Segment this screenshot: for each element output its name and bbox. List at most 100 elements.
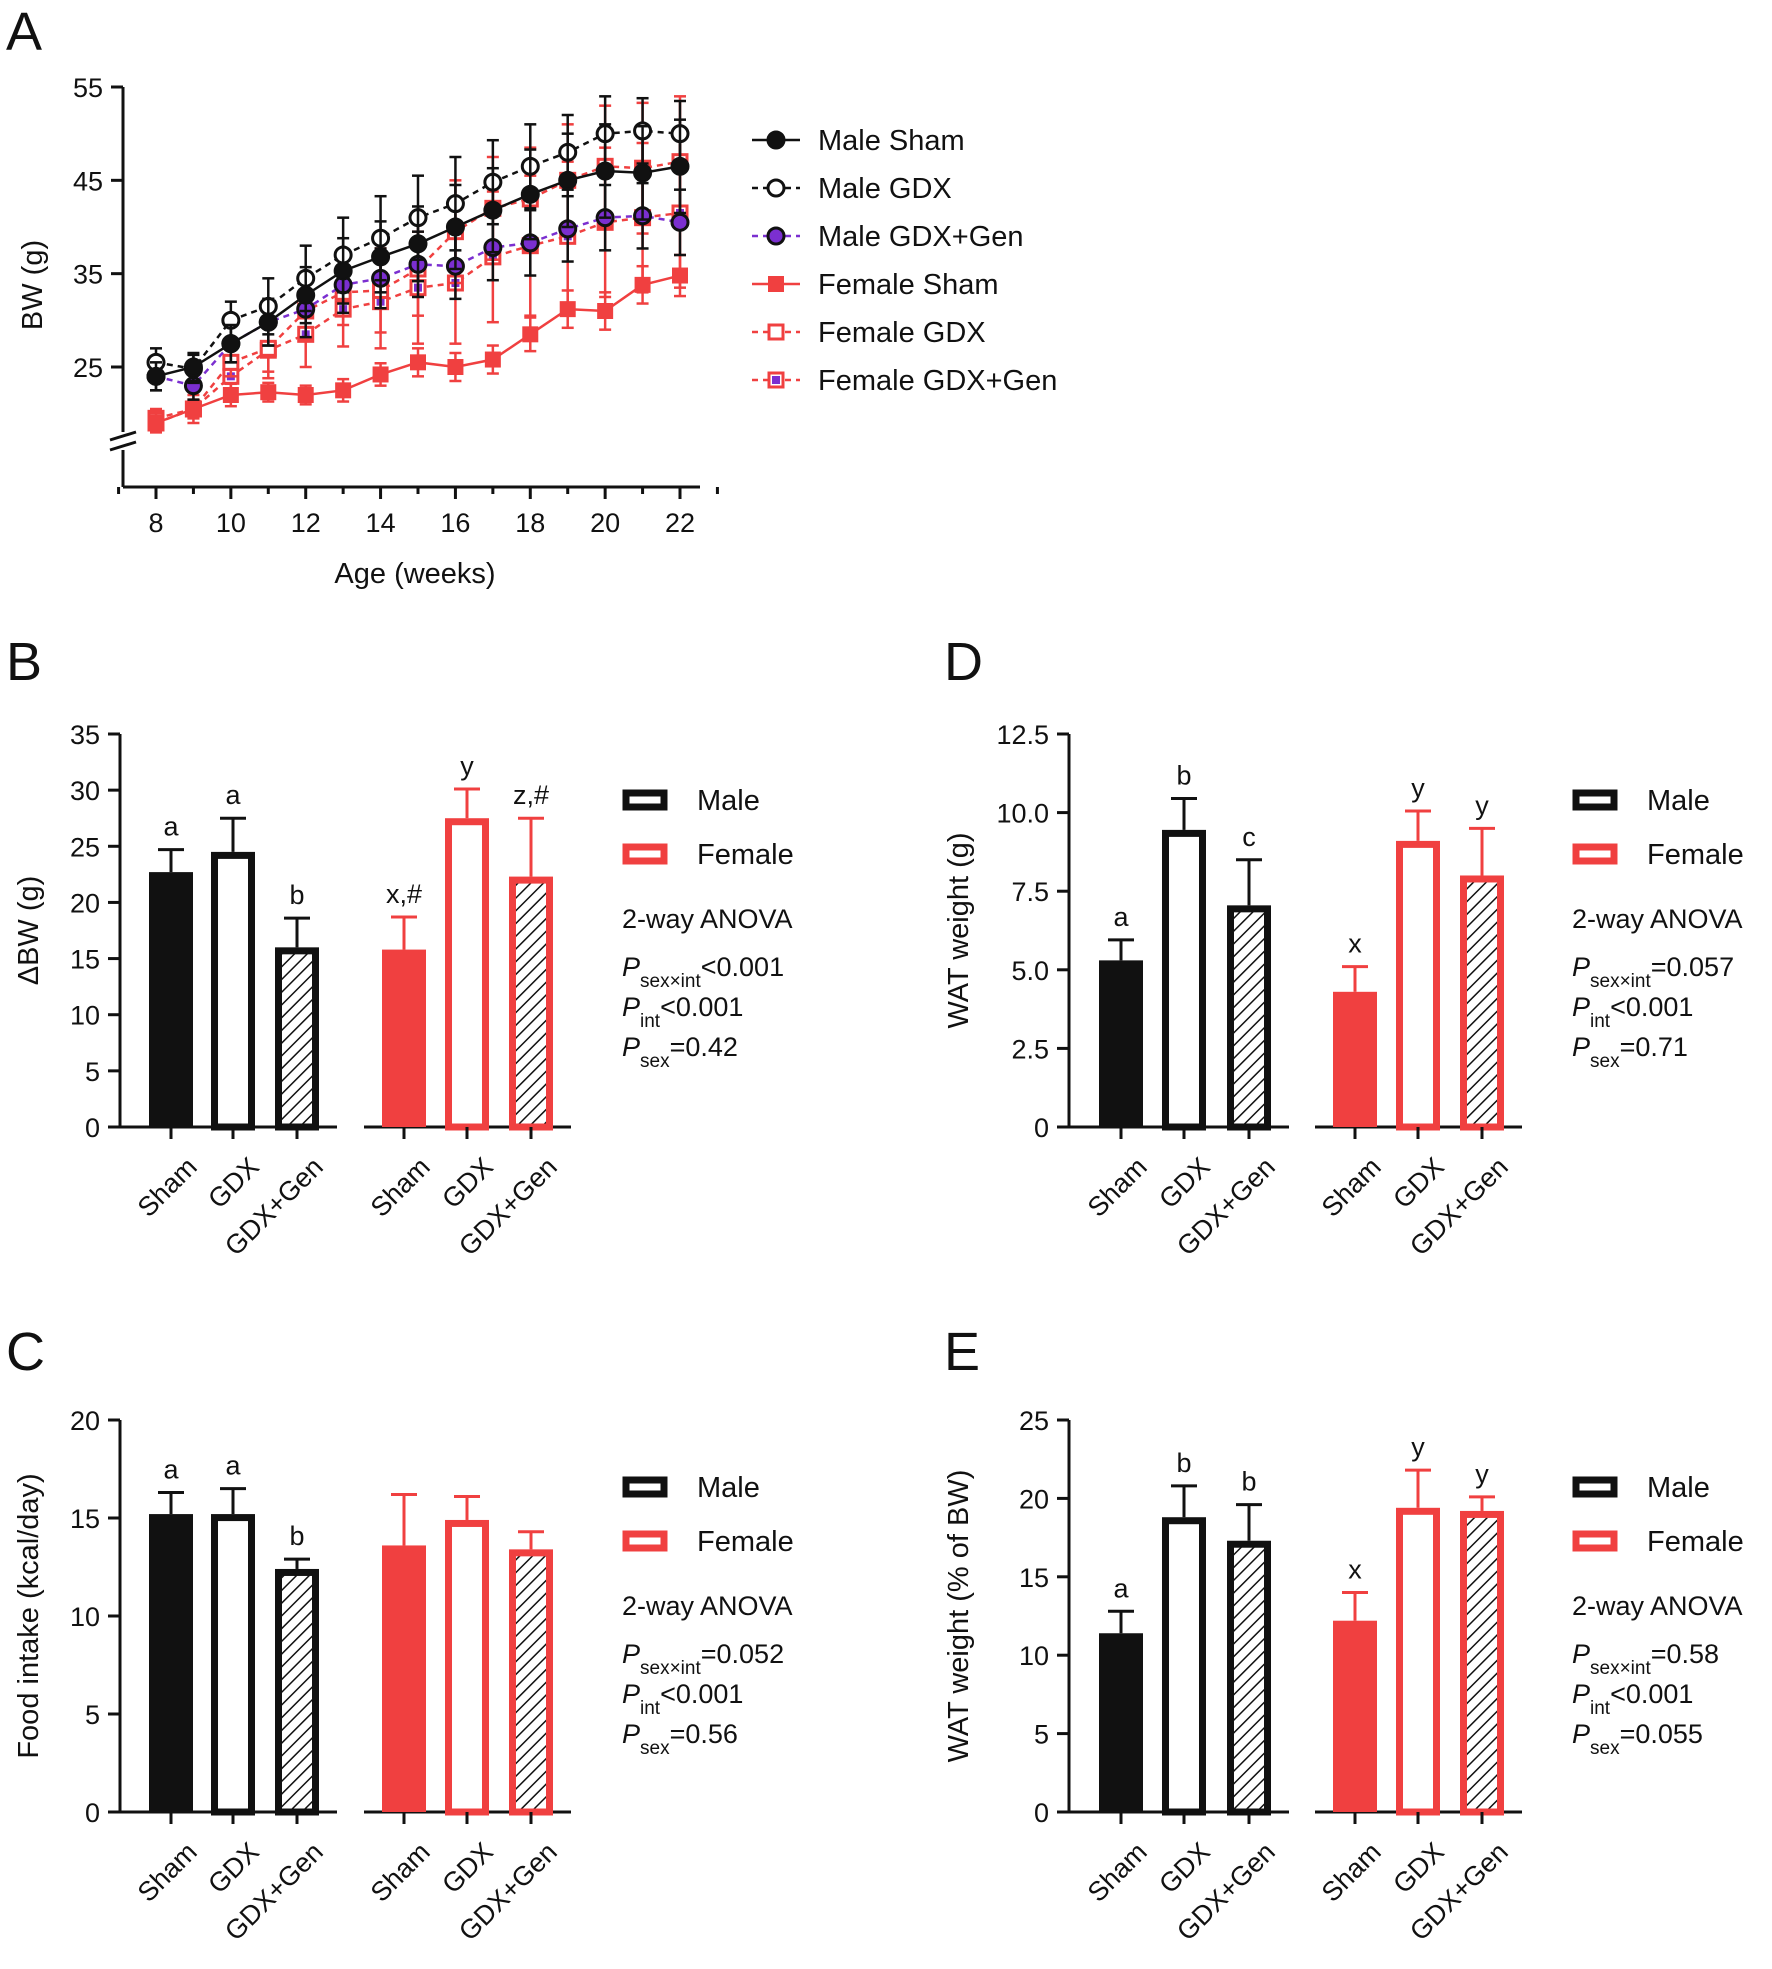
legend-swatch bbox=[1572, 1476, 1618, 1498]
p-symbol: P bbox=[1572, 952, 1590, 982]
data-point bbox=[670, 212, 690, 232]
panel-letter-d: D bbox=[944, 632, 983, 692]
y-tick-label: 0 bbox=[1034, 1798, 1049, 1828]
axis-break-mark bbox=[109, 430, 137, 442]
bar bbox=[1333, 1620, 1377, 1812]
p-value: <0.001 bbox=[660, 992, 743, 1022]
data-point bbox=[768, 276, 784, 292]
data-point bbox=[558, 170, 578, 190]
data-point bbox=[484, 351, 501, 368]
legend: Male Female bbox=[1572, 785, 1744, 871]
data-point bbox=[633, 163, 653, 183]
data-point bbox=[371, 247, 391, 267]
bar bbox=[382, 949, 426, 1127]
bar bbox=[1460, 875, 1504, 1131]
series-female-sham bbox=[148, 253, 688, 434]
significance-letter: x,# bbox=[386, 879, 422, 909]
p-value: =0.42 bbox=[670, 1032, 738, 1062]
p-value: =0.56 bbox=[670, 1719, 738, 1749]
y-tick-label: 15 bbox=[70, 945, 100, 975]
p-symbol: P bbox=[622, 1719, 640, 1749]
significance-letter: y bbox=[1475, 1459, 1489, 1489]
data-point bbox=[445, 217, 465, 237]
p-symbol: P bbox=[622, 952, 640, 982]
anova-title: 2-way ANOVA bbox=[622, 1591, 793, 1621]
x-tick-label: Sham bbox=[132, 1152, 203, 1223]
y-tick-label: 35 bbox=[73, 260, 103, 290]
anova-p-value: Psex×int<0.001 bbox=[622, 952, 784, 992]
anova-stats: 2-way ANOVAPsex×int=0.052Pint<0.001Psex=… bbox=[622, 1591, 793, 1759]
x-tick-label: Sham bbox=[1082, 1152, 1153, 1223]
x-tick-label: 20 bbox=[590, 508, 620, 538]
y-tick-label: 20 bbox=[1019, 1484, 1049, 1514]
data-point bbox=[183, 357, 203, 377]
data-point bbox=[260, 384, 277, 401]
x-tick-label: 10 bbox=[216, 508, 246, 538]
legend-label: Female bbox=[697, 839, 794, 871]
significance-letter: x bbox=[1348, 929, 1362, 959]
significance-letter: a bbox=[225, 1451, 241, 1481]
y-tick-label: 0 bbox=[1034, 1113, 1049, 1143]
anova-p-value: Pint<0.001 bbox=[1572, 1679, 1693, 1719]
p-subscript: sex bbox=[640, 1738, 670, 1759]
y-tick-label: 0 bbox=[85, 1113, 100, 1143]
y-axis-title: WAT weight (% of BW) bbox=[943, 1470, 975, 1763]
bar bbox=[149, 1514, 193, 1812]
y-tick-label: 20 bbox=[70, 888, 100, 918]
p-subscript: sex×int bbox=[1590, 971, 1651, 992]
legend-label: Male Sham bbox=[818, 125, 965, 157]
y-axis-title: WAT weight (g) bbox=[943, 832, 975, 1028]
anova-title: 2-way ANOVA bbox=[1572, 1591, 1743, 1621]
legend: Male Female bbox=[622, 785, 794, 871]
bar bbox=[1333, 991, 1377, 1127]
bar bbox=[1396, 1507, 1440, 1816]
bar bbox=[509, 1549, 553, 1816]
anova-stats: 2-way ANOVAPsex×int=0.057Pint<0.001Psex=… bbox=[1572, 904, 1743, 1072]
data-point bbox=[146, 366, 166, 386]
p-symbol: P bbox=[622, 1032, 640, 1062]
anova-p-value: Psex=0.71 bbox=[1572, 1032, 1688, 1072]
significance-letter: y bbox=[1411, 1432, 1425, 1462]
y-tick-label: 5 bbox=[85, 1057, 100, 1087]
series-male-sham bbox=[146, 118, 690, 392]
p-value: =0.055 bbox=[1620, 1719, 1703, 1749]
anova-p-value: Pint<0.001 bbox=[622, 1679, 743, 1719]
x-tick-label: Sham bbox=[132, 1837, 203, 1908]
bar bbox=[275, 947, 319, 1131]
y-tick-label: 0 bbox=[85, 1798, 100, 1828]
legend: Male Female bbox=[1572, 1472, 1744, 1558]
x-tick-label: Sham bbox=[1082, 1837, 1153, 1908]
y-tick-label: 20 bbox=[70, 1406, 100, 1436]
data-point bbox=[672, 267, 688, 284]
bar bbox=[149, 872, 193, 1127]
y-tick-label: 15 bbox=[1019, 1563, 1049, 1593]
bar bbox=[1099, 960, 1143, 1127]
data-point bbox=[258, 312, 278, 332]
p-symbol: P bbox=[1572, 1032, 1590, 1062]
bar bbox=[1099, 1633, 1143, 1812]
y-tick-label: 10 bbox=[70, 1001, 100, 1031]
y-tick-label: 2.5 bbox=[1011, 1034, 1049, 1064]
y-tick-label: 15 bbox=[70, 1504, 100, 1534]
data-point bbox=[447, 359, 464, 375]
y-tick-label: 55 bbox=[73, 73, 103, 103]
bar bbox=[445, 1519, 489, 1816]
y-tick-label: 12.5 bbox=[996, 720, 1049, 750]
data-point bbox=[767, 323, 785, 341]
anova-title: 2-way ANOVA bbox=[1572, 904, 1743, 934]
y-axis-title: BW (g) bbox=[17, 240, 49, 330]
data-point bbox=[520, 184, 540, 204]
x-tick-label: Sham bbox=[1316, 1837, 1387, 1908]
data-point bbox=[766, 226, 786, 246]
x-tick-label: 8 bbox=[148, 508, 163, 538]
significance-letter: c bbox=[1242, 822, 1256, 852]
y-tick-label: 10 bbox=[1019, 1641, 1049, 1671]
y-tick-label: 5 bbox=[85, 1700, 100, 1730]
anova-stats: 2-way ANOVAPsex×int=0.58Pint<0.001Psex=0… bbox=[1572, 1591, 1743, 1759]
bar bbox=[509, 876, 553, 1131]
data-point bbox=[634, 276, 651, 293]
legend-swatch bbox=[622, 1476, 668, 1498]
